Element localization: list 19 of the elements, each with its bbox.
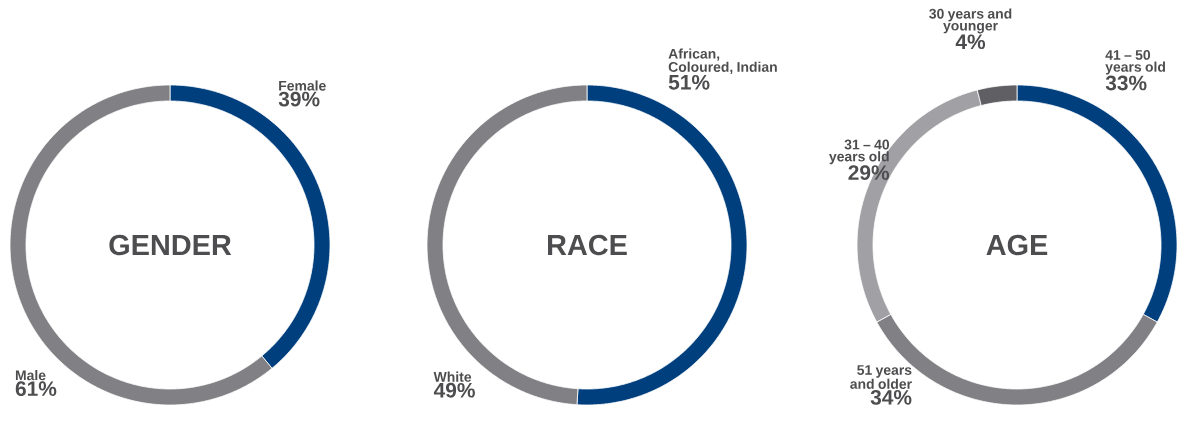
data-label: 34% bbox=[870, 389, 912, 405]
slice-label: 41 – 50 years old bbox=[1105, 49, 1165, 75]
data-label: 39% bbox=[278, 91, 320, 107]
data-label: 33% bbox=[1105, 75, 1147, 91]
data-label: 49% bbox=[433, 382, 475, 398]
text: GENDER bbox=[109, 234, 232, 256]
slice-label: White bbox=[433, 371, 472, 382]
data-label: 29% bbox=[848, 165, 890, 180]
slice-label: Female bbox=[279, 80, 326, 91]
slice-label: 30 years and younger bbox=[929, 8, 1012, 34]
data-label: 61% bbox=[15, 381, 57, 397]
data-label: 4% bbox=[955, 34, 986, 50]
slice-label: 51 years and older bbox=[850, 365, 912, 389]
slice-label: African, Coloured, Indian bbox=[668, 48, 777, 74]
data-label: 51% bbox=[668, 74, 710, 90]
slice-label: 31 – 40 years old bbox=[829, 139, 890, 165]
text: AGE bbox=[986, 234, 1048, 256]
slice-label: Male bbox=[15, 369, 46, 381]
text: RACE bbox=[548, 234, 627, 256]
